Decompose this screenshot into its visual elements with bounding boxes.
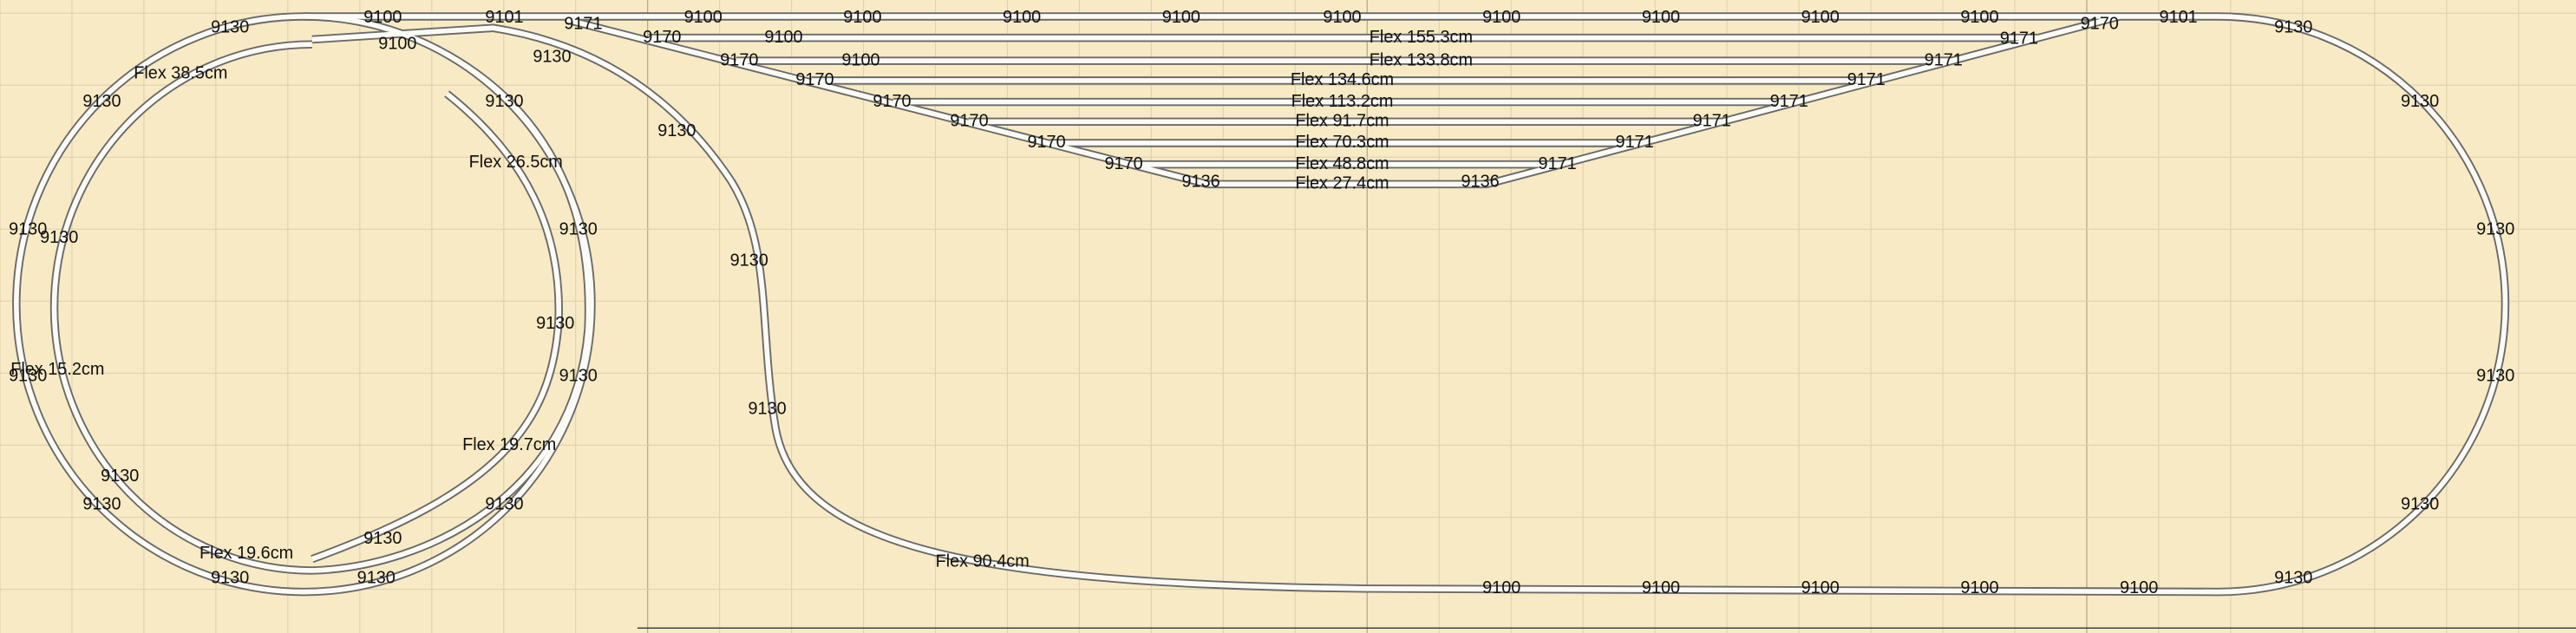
- track-label: 9100: [684, 8, 722, 27]
- yard-right: [1486, 14, 2121, 187]
- track-label: Flex 27.4cm: [1295, 174, 1389, 193]
- track-label: Flex 90.4cm: [936, 552, 1030, 571]
- track-label: 9130: [211, 569, 249, 588]
- track-label: 9136: [1182, 173, 1220, 192]
- track-label: 9130: [211, 17, 249, 36]
- track-label: 9130: [485, 494, 523, 513]
- track-label: Flex 155.3cm: [1370, 28, 1473, 47]
- track-label: 9130: [2401, 494, 2439, 513]
- track-label: Flex 19.6cm: [199, 544, 293, 563]
- track-label: 9100: [1801, 578, 1840, 597]
- track-label: 9130: [533, 48, 571, 67]
- track-label: 9170: [873, 92, 911, 111]
- track-label: 9100: [1801, 8, 1840, 27]
- track-label: 9130: [82, 92, 121, 111]
- inner-spiral: [311, 91, 562, 562]
- track-label: 9171: [1539, 154, 1577, 173]
- track-label: Flex 48.8cm: [1295, 154, 1389, 173]
- track-label: 9170: [795, 70, 834, 89]
- yard-left: [566, 16, 1208, 187]
- track-label: Flex 91.7cm: [1295, 112, 1389, 131]
- track-label: 9130: [2401, 92, 2439, 111]
- track-label: 9100: [1162, 8, 1200, 27]
- track-label: 9171: [1925, 50, 1963, 69]
- inner-circle: [51, 42, 592, 573]
- track-label: 9171: [1616, 133, 1654, 152]
- track-label: 9130: [9, 366, 47, 385]
- track-label: 9170: [1104, 154, 1142, 173]
- track-label: 9171: [1847, 70, 1886, 89]
- track-label: 9170: [1027, 133, 1065, 152]
- track-label: 9101: [2160, 8, 2198, 27]
- track-label: 9100: [1323, 8, 1361, 27]
- track-label: 9100: [378, 34, 416, 53]
- track-label: 9130: [40, 228, 78, 247]
- track-label: 9101: [485, 8, 523, 27]
- track-label: 9130: [2274, 17, 2312, 36]
- track-label: 9170: [720, 50, 758, 69]
- track-label: 9100: [1482, 578, 1520, 597]
- track-label: 9100: [363, 8, 402, 27]
- track-label: 9100: [843, 8, 881, 27]
- track-label: 9130: [559, 220, 598, 239]
- track-label: 9130: [485, 92, 523, 111]
- track-label: Flex 133.8cm: [1370, 50, 1473, 69]
- track-label: Flex 19.7cm: [462, 435, 556, 454]
- track-label: 9100: [841, 50, 879, 69]
- track-label: 9100: [1642, 578, 1680, 597]
- track-label: 9171: [1693, 112, 1731, 131]
- track-label: 9130: [82, 494, 121, 513]
- track-label: 9100: [1960, 578, 1998, 597]
- track-label: 9100: [1482, 8, 1520, 27]
- track-label: 9136: [1461, 173, 1500, 192]
- track-label: 9171: [2000, 29, 2038, 49]
- track-label: 9130: [559, 366, 598, 385]
- track-label: 9100: [764, 28, 802, 47]
- track-label: 9130: [748, 399, 786, 418]
- track-label: 9130: [730, 251, 768, 271]
- track-label: 9130: [536, 314, 574, 333]
- track-label: 9100: [1960, 8, 1998, 27]
- track-label: 9130: [9, 220, 47, 239]
- track-label: Flex 113.2cm: [1291, 92, 1394, 111]
- track-label: Flex 38.5cm: [134, 64, 227, 83]
- track-label: 9170: [643, 28, 681, 47]
- track-label: 9130: [2476, 366, 2514, 385]
- track-label: Flex 15.2cm: [10, 360, 104, 379]
- track-label: 9100: [1003, 8, 1041, 27]
- track-label: 9100: [1642, 8, 1680, 27]
- track-label: 9130: [357, 569, 396, 588]
- track-label: 9130: [101, 467, 139, 486]
- track-label: 9130: [363, 529, 402, 548]
- track-label: Flex 26.5cm: [469, 153, 563, 172]
- track-label: 9170: [2081, 15, 2119, 34]
- tracks: [12, 12, 2510, 597]
- track-label: 9130: [657, 121, 696, 140]
- track-label: 9100: [2120, 578, 2158, 597]
- track-label: 9170: [950, 112, 988, 131]
- track-label: Flex 70.3cm: [1295, 133, 1389, 152]
- main-loop: [304, 14, 2508, 595]
- track-label: Flex 134.6cm: [1291, 70, 1394, 89]
- track-label: 9130: [2476, 220, 2514, 239]
- track-label: 9171: [564, 15, 602, 34]
- track-label: 9130: [2274, 569, 2312, 588]
- track-label: 9171: [1770, 92, 1808, 111]
